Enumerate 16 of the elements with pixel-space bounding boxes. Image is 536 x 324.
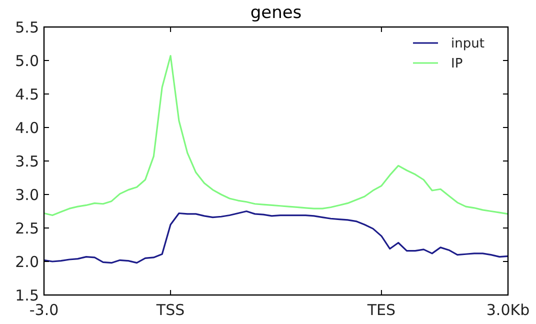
y-tick-label: 2.5: [15, 219, 39, 238]
x-tick-label: 3.0Kb: [486, 301, 530, 319]
y-tick-label: 4.5: [15, 85, 39, 104]
y-tick-label: 5.0: [15, 52, 39, 70]
line-series: [43, 55, 509, 216]
x-tick-label: TES: [366, 301, 396, 319]
y-tick-label: 2.0: [15, 252, 39, 271]
x-tick-label: TSS: [155, 301, 185, 319]
legend-label: IP: [451, 56, 463, 72]
line-series: [43, 210, 509, 264]
chart-title: genes: [250, 3, 302, 23]
legend-label: input: [451, 36, 484, 52]
y-tick-label: 4.0: [15, 118, 39, 137]
y-tick-label: 5.5: [15, 18, 39, 36]
y-tick-label: 3.5: [15, 152, 39, 170]
y-tick-label: 3.0: [15, 186, 39, 204]
